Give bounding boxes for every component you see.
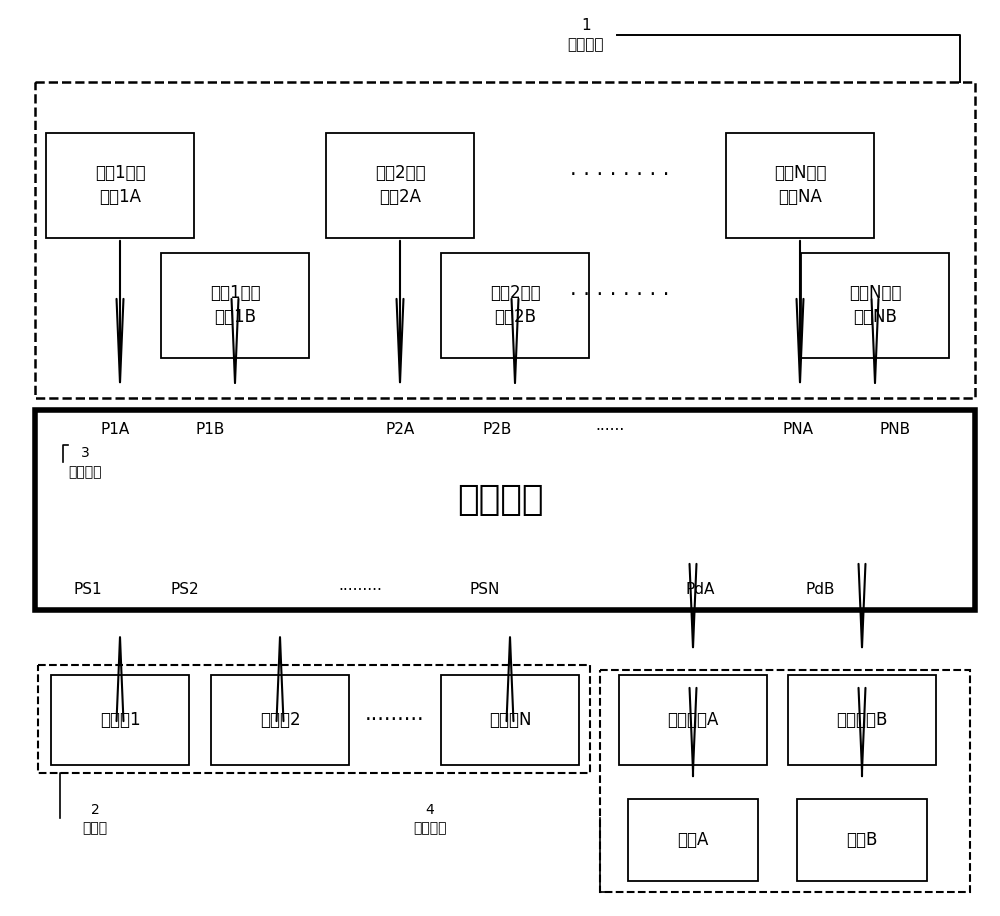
Text: 召唤盒1: 召唤盒1 [100,711,140,729]
Bar [619,675,767,765]
Text: 楼层2电子
地秤2B: 楼层2电子 地秤2B [490,284,540,326]
Bar [38,665,590,773]
Bar [788,675,936,765]
Bar [35,82,975,398]
Bar [161,253,309,357]
Text: 召唤盒2: 召唤盒2 [260,711,300,729]
Text: PSN: PSN [470,583,500,597]
Text: 楼层1电子
地秤1B: 楼层1电子 地秤1B [210,284,260,326]
Bar [35,410,975,610]
Text: 测重装置: 测重装置 [568,38,604,52]
Text: 楼层1电子
地秤1A: 楼层1电子 地秤1A [95,164,145,206]
Text: 楼层2电子
地秤2A: 楼层2电子 地秤2A [375,164,425,206]
Text: ······: ······ [595,422,625,438]
Text: 传动装置A: 传动装置A [667,711,719,729]
Bar [46,133,194,237]
Text: PdB: PdB [805,583,835,597]
Text: 控制装置: 控制装置 [68,465,102,479]
Bar [726,133,874,237]
Text: 传动装置B: 传动装置B [836,711,888,729]
Bar [797,799,927,881]
Text: 控制装置: 控制装置 [457,483,543,517]
Text: 1: 1 [581,17,591,32]
Text: 轿厢B: 轿厢B [846,831,878,849]
Text: 3: 3 [81,446,89,460]
Text: ·········: ········· [365,710,425,730]
Text: PdA: PdA [685,583,715,597]
Text: PNA: PNA [782,422,814,438]
Text: P2B: P2B [482,422,512,438]
Text: · · · · · · · ·: · · · · · · · · [570,285,670,305]
Bar [441,675,579,765]
Bar [628,799,758,881]
Text: 楼层N电子
地秤NB: 楼层N电子 地秤NB [849,284,901,326]
Text: PS2: PS2 [171,583,199,597]
Bar [441,253,589,357]
Text: 楼层N电子
地秤NA: 楼层N电子 地秤NA [774,164,826,206]
Text: 轿厢A: 轿厢A [677,831,709,849]
Bar [326,133,474,237]
Text: · · · · · · · ·: · · · · · · · · [570,165,670,185]
Bar [51,675,189,765]
Text: 召唤盒: 召唤盒 [82,821,108,835]
Text: P1A: P1A [100,422,130,438]
Text: PNB: PNB [879,422,911,438]
Text: 召唤盒N: 召唤盒N [489,711,531,729]
Bar [801,253,949,357]
Text: P2A: P2A [385,422,415,438]
Text: 4: 4 [426,803,434,817]
Text: ·········: ········· [338,583,382,597]
Text: 2: 2 [91,803,99,817]
Text: P1B: P1B [195,422,225,438]
Bar [600,670,970,892]
Text: 执行装置: 执行装置 [413,821,447,835]
Text: PS1: PS1 [74,583,102,597]
Bar [211,675,349,765]
